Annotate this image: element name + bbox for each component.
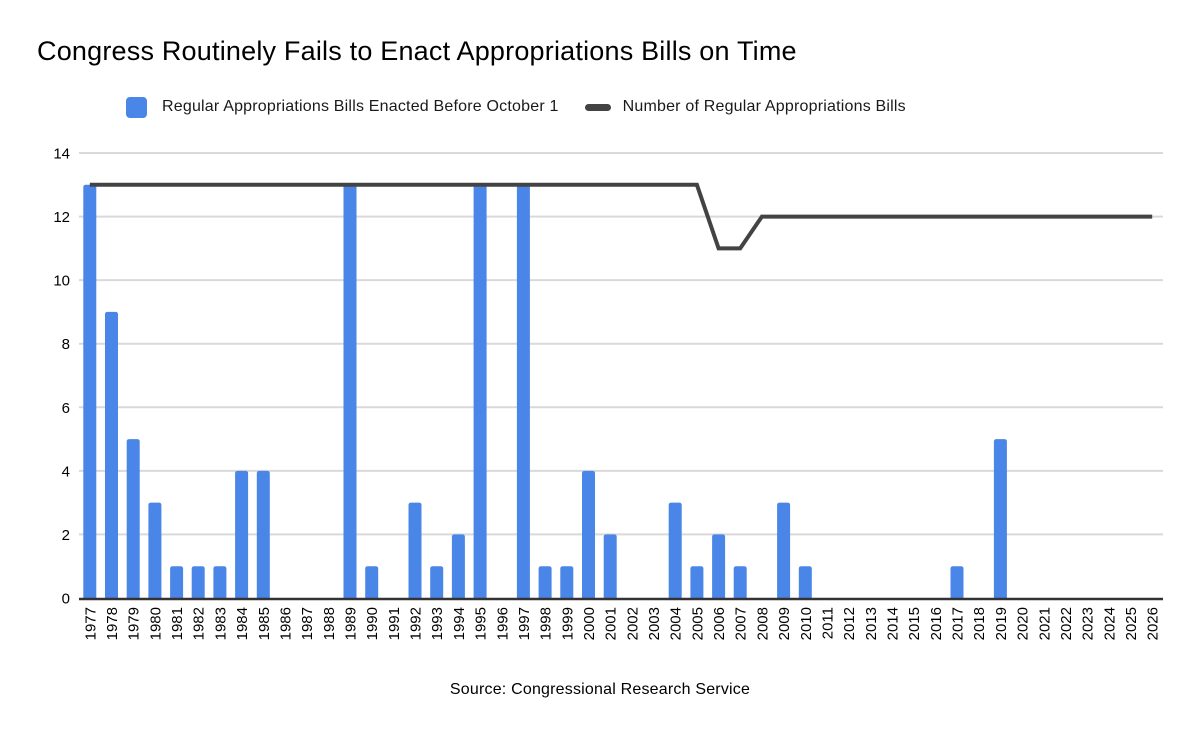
x-tick-label: 2013 <box>863 607 880 640</box>
bar <box>516 184 530 599</box>
x-tick-label: 2005 <box>689 607 706 640</box>
y-tick-label: 4 <box>62 463 70 480</box>
bar <box>365 566 379 598</box>
y-tick-label: 14 <box>53 146 70 163</box>
x-tick-label: 1997 <box>516 607 533 640</box>
x-tick-label: 2026 <box>1145 607 1162 640</box>
y-tick-label: 12 <box>53 209 70 226</box>
bar <box>430 566 444 598</box>
x-tick-label: 1995 <box>473 607 490 640</box>
x-tick-label: 1987 <box>299 607 316 640</box>
bar <box>668 502 682 598</box>
bar <box>148 502 162 598</box>
x-tick-label: 1999 <box>559 607 576 640</box>
bar <box>798 566 812 598</box>
bar <box>993 439 1007 598</box>
bar <box>950 566 964 598</box>
legend-item-bar-series[interactable]: Regular Appropriations Bills Enacted Bef… <box>126 96 559 118</box>
x-tick-label: 1992 <box>408 607 425 640</box>
x-tick-label: 1994 <box>451 607 468 640</box>
y-tick-label: 10 <box>53 273 70 290</box>
x-tick-label: 2018 <box>971 607 988 640</box>
x-tick-label: 1985 <box>256 607 273 640</box>
bar <box>126 439 140 598</box>
x-tick-label: 1980 <box>147 607 164 640</box>
bar <box>560 566 574 598</box>
x-tick-label: 1996 <box>494 607 511 640</box>
bar <box>235 470 249 598</box>
x-tick-label: 1989 <box>343 607 360 640</box>
x-tick-label: 2023 <box>1080 607 1097 640</box>
x-tick-label: 1977 <box>82 607 99 640</box>
bar-series-swatch-icon <box>126 96 147 118</box>
x-tick-label: 1988 <box>321 607 338 640</box>
x-tick-label: 2009 <box>776 607 793 640</box>
x-tick-label: 2006 <box>711 607 728 640</box>
x-tick-label: 1984 <box>234 607 251 640</box>
y-tick-label: 2 <box>62 527 70 544</box>
x-tick-label: 2017 <box>950 607 967 640</box>
bar <box>582 470 595 598</box>
x-tick-label: 1986 <box>278 607 295 640</box>
line-series-marker-icon <box>584 103 611 111</box>
x-tick-label: 2010 <box>798 607 815 640</box>
bar <box>256 470 270 598</box>
bar <box>603 534 617 598</box>
x-tick-label: 1978 <box>104 607 121 640</box>
x-tick-label: 1983 <box>212 607 229 640</box>
bar <box>191 566 205 598</box>
bar <box>712 534 726 598</box>
x-tick-label: 2007 <box>733 607 750 640</box>
x-tick-label: 2024 <box>1101 607 1118 640</box>
bar <box>777 502 791 598</box>
chart-title: Congress Routinely Fails to Enact Approp… <box>37 36 797 66</box>
x-tick-label: 2003 <box>646 607 663 640</box>
x-tick-label: 1990 <box>364 607 381 640</box>
x-tick-label: 2004 <box>668 607 685 640</box>
bar <box>690 566 704 598</box>
x-tick-label: 2015 <box>906 607 923 640</box>
x-tick-label: 2012 <box>841 607 858 640</box>
x-tick-label: 2020 <box>1015 607 1032 640</box>
bar <box>105 311 118 598</box>
x-tick-label: 2019 <box>993 607 1010 640</box>
x-tick-label: 2001 <box>603 607 620 640</box>
x-tick-label: 1991 <box>386 607 403 640</box>
legend-label-line-series: Number of Regular Appropriations Bills <box>622 98 906 115</box>
x-tick-label: 2011 <box>820 607 837 639</box>
source-note: Source: Congressional Research Service <box>449 681 751 698</box>
y-tick-label: 8 <box>62 336 70 353</box>
x-tick-label: 1993 <box>429 607 446 640</box>
x-tick-label: 1982 <box>191 607 208 640</box>
y-tick-label: 0 <box>62 591 70 608</box>
x-tick-label: 2002 <box>624 607 641 640</box>
bar <box>213 566 227 598</box>
x-tick-label: 2016 <box>928 607 945 640</box>
bar <box>538 566 552 598</box>
x-tick-label: 1998 <box>538 607 555 640</box>
x-tick-label: 2008 <box>754 607 771 640</box>
x-tick-label: 1979 <box>126 607 143 640</box>
y-tick-label: 6 <box>62 400 70 417</box>
bar <box>83 184 97 599</box>
chart-legend: Regular Appropriations Bills Enacted Bef… <box>126 95 906 119</box>
line-series <box>89 182 1153 251</box>
x-tick-label: 2021 <box>1036 607 1053 640</box>
x-tick-label: 2022 <box>1058 607 1075 640</box>
x-tick-label: 2014 <box>885 607 902 640</box>
x-tick-label: 1981 <box>169 607 186 640</box>
legend-label-bar-series: Regular Appropriations Bills Enacted Bef… <box>162 98 559 115</box>
bar <box>170 566 184 598</box>
bar <box>343 184 357 599</box>
x-tick-label: 2025 <box>1123 607 1140 640</box>
bar <box>473 184 487 599</box>
bar <box>408 502 422 598</box>
bar <box>451 534 465 598</box>
bar <box>733 566 747 598</box>
x-tick-label: 2000 <box>581 607 598 640</box>
legend-item-line-series[interactable]: Number of Regular Appropriations Bills <box>584 98 906 116</box>
